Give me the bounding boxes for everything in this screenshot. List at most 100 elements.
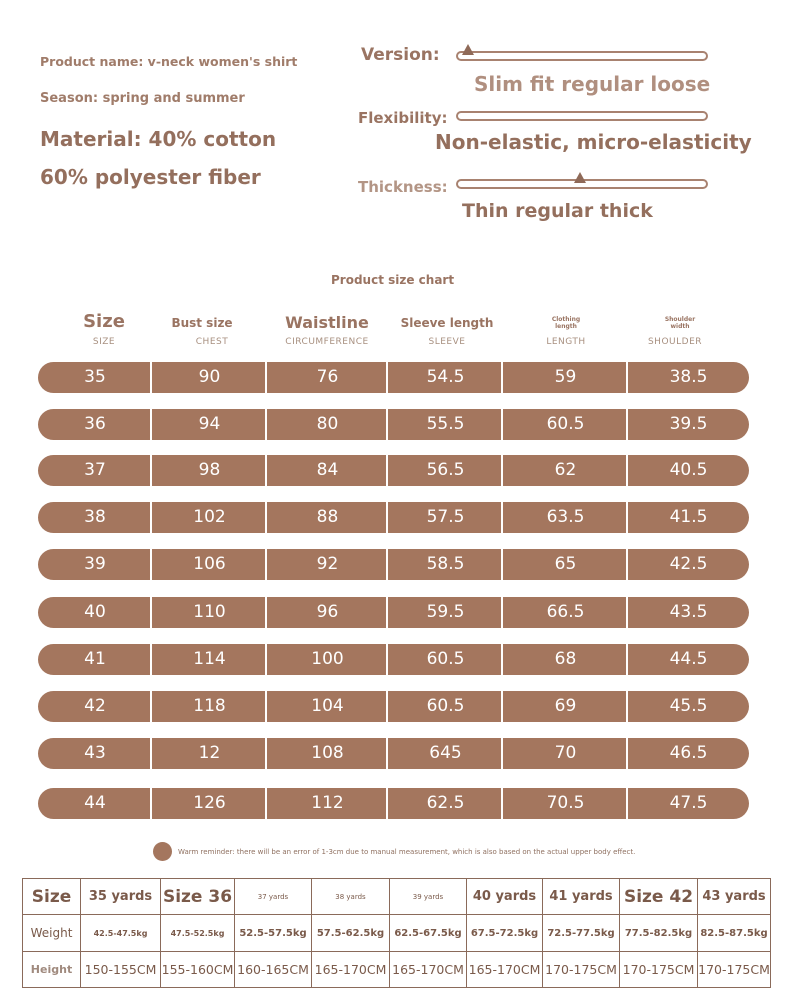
size-cell: 55.5 (426, 414, 465, 434)
row-separator (265, 738, 267, 769)
row-separator (265, 455, 267, 486)
size-cell: 118 (193, 696, 226, 716)
size-row: 40 110 96 59.5 66.5 43.5 (38, 597, 749, 628)
row-separator (501, 597, 503, 628)
fit-weight-cell: 47.5-52.5kg (160, 914, 235, 952)
size-row: 35 90 76 54.5 59 38.5 (38, 362, 749, 393)
row-separator (386, 409, 388, 440)
size-cell: 106 (193, 554, 226, 574)
row-separator (501, 455, 503, 486)
row-separator (626, 597, 628, 628)
header-length: Clothing length (536, 316, 596, 330)
size-cell: 59 (554, 367, 577, 387)
reminder-text: Warm reminder: there will be an error of… (178, 848, 636, 856)
header-sleeve: Sleeve length (400, 316, 494, 330)
fit-height-cell: 165-170CM (389, 951, 467, 988)
row-separator (386, 788, 388, 819)
fit-height-cell: 170-175CM (697, 951, 771, 988)
size-cell: 110 (193, 602, 226, 622)
row-separator (626, 738, 628, 769)
size-cell: 98 (198, 460, 221, 480)
row-separator (150, 362, 152, 393)
size-cell: 80 (316, 414, 339, 434)
size-cell: 54.5 (426, 367, 465, 387)
size-cell: 59.5 (426, 602, 465, 622)
fit-height-cell: 150-155CM (80, 951, 161, 988)
header-shoulder-line1: Shoulder (664, 316, 696, 323)
size-cell: 88 (316, 507, 339, 527)
product-name: Product name: v-neck women's shirt (40, 54, 298, 69)
fit-height-cell: 170-175CM (542, 951, 620, 988)
size-cell: 92 (316, 554, 339, 574)
header-shoulder-sub: SHOULDER (647, 337, 703, 347)
fit-size-cell: 35 yards (80, 878, 161, 915)
thickness-label: Thickness: (358, 178, 448, 196)
row-separator (265, 502, 267, 533)
size-cell: 41 (84, 649, 106, 669)
row-separator (626, 644, 628, 675)
size-row: 42 118 104 60.5 69 45.5 (38, 691, 749, 722)
size-cell: 45.5 (669, 696, 708, 716)
size-cell: 58.5 (426, 554, 465, 574)
thickness-marker-icon (573, 172, 586, 183)
size-cell: 43.5 (669, 602, 708, 622)
size-cell: 104 (311, 696, 344, 716)
size-cell: 39 (84, 554, 106, 574)
row-separator (626, 409, 628, 440)
row-separator (501, 549, 503, 580)
fit-height-cell: 170-175CM (619, 951, 698, 988)
size-cell: 66.5 (546, 602, 585, 622)
size-cell: 90 (198, 367, 221, 387)
row-separator (386, 597, 388, 628)
size-cell: 43 (84, 743, 106, 763)
fit-weight-cell: 72.5-77.5kg (542, 914, 620, 952)
size-cell: 126 (193, 793, 226, 813)
version-label: Version: (361, 45, 440, 65)
row-separator (626, 691, 628, 722)
row-separator (501, 691, 503, 722)
fit-weight-label: Weight (22, 914, 81, 952)
row-separator (265, 788, 267, 819)
fit-size-cell: 38 yards (311, 878, 390, 915)
size-cell: 47.5 (669, 793, 708, 813)
size-row: 44 126 112 62.5 70.5 47.5 (38, 788, 749, 819)
fit-size-cell: Size 36 (160, 878, 235, 915)
fit-size-row: Size 35 yards Size 36 37 yards 38 yards … (22, 878, 771, 915)
size-cell: 645 (429, 743, 462, 763)
fit-weight-cell: 62.5-67.5kg (389, 914, 467, 952)
product-season: Season: spring and summer (40, 91, 245, 106)
fit-weight-cell: 77.5-82.5kg (619, 914, 698, 952)
size-cell: 40.5 (669, 460, 708, 480)
row-separator (265, 691, 267, 722)
size-cell: 56.5 (426, 460, 465, 480)
version-options: Slim fit regular loose (474, 72, 711, 96)
row-separator (501, 788, 503, 819)
fit-size-cell: 41 yards (542, 878, 620, 915)
row-separator (150, 597, 152, 628)
row-separator (386, 502, 388, 533)
version-slider (456, 44, 708, 61)
fit-height-cell: 165-170CM (466, 951, 543, 988)
row-separator (150, 502, 152, 533)
fit-weight-cell: 57.5-62.5kg (311, 914, 390, 952)
row-separator (265, 597, 267, 628)
header-length-line1: Clothing (551, 316, 581, 323)
product-material-line2: 60% polyester fiber (40, 165, 261, 189)
flexibility-options: Non-elastic, micro-elasticity (435, 130, 752, 154)
fit-height-label: Height (22, 951, 81, 988)
row-separator (386, 549, 388, 580)
size-cell: 68 (554, 649, 577, 669)
version-marker-icon (461, 44, 474, 55)
fit-weight-cell: 42.5-47.5kg (80, 914, 161, 952)
row-separator (626, 549, 628, 580)
size-cell: 57.5 (426, 507, 465, 527)
row-separator (626, 455, 628, 486)
row-separator (501, 362, 503, 393)
header-sleeve-sub: SLEEVE (428, 337, 466, 347)
size-cell: 37 (84, 460, 106, 480)
row-separator (150, 409, 152, 440)
size-cell: 65 (554, 554, 577, 574)
size-row: 37 98 84 56.5 62 40.5 (38, 455, 749, 486)
size-cell: 102 (193, 507, 226, 527)
size-cell: 63.5 (546, 507, 585, 527)
